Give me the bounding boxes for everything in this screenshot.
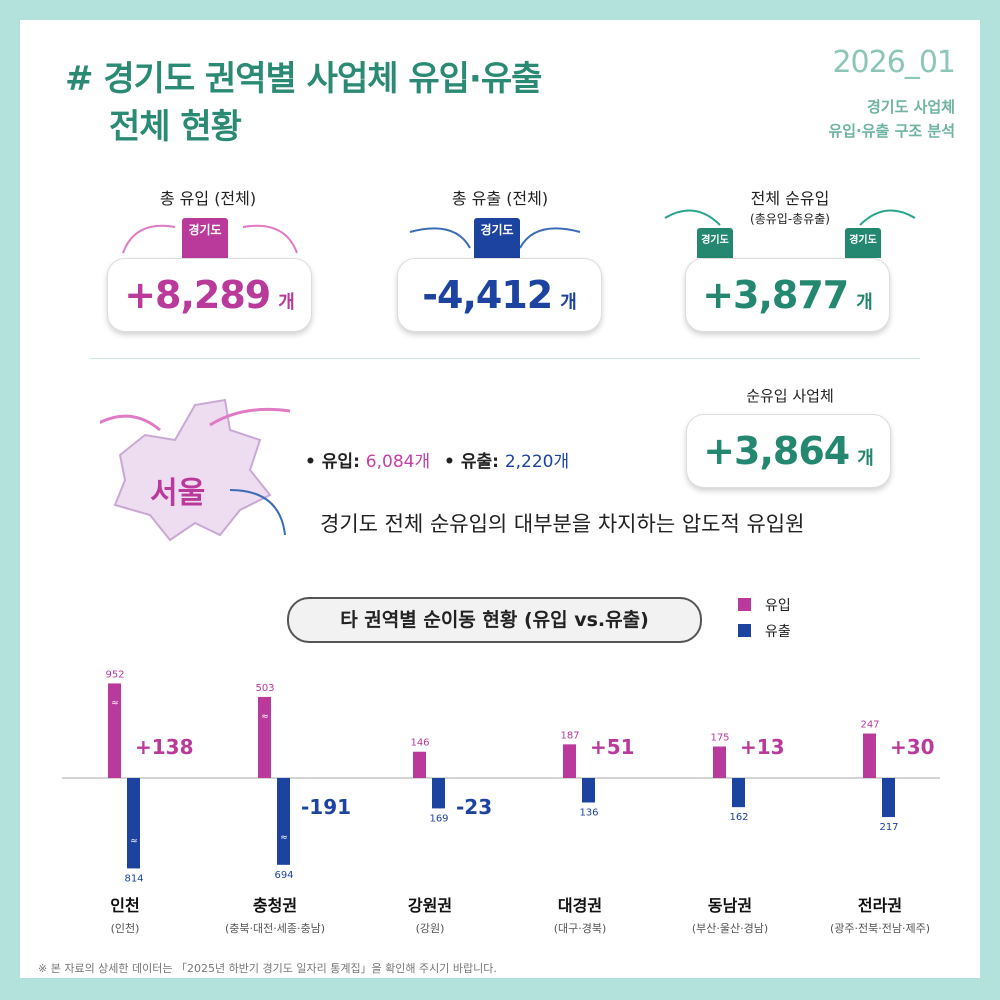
seoul-map-icon	[100, 398, 290, 542]
chart-title: 타 권역별 순이동 현황 (유입 vs.유출)	[287, 597, 702, 643]
region-detail: (광주·전북·전남·제주)	[829, 922, 931, 935]
kpi-outflow-box: -4,412 개	[397, 258, 602, 332]
kpi-inflow-label: 총 유입 (전체)	[159, 189, 257, 208]
legend-label: 유입	[765, 598, 791, 614]
kpi-net-box: +3,877 개	[685, 258, 890, 332]
region-name: 강원권	[407, 896, 453, 915]
region-detail: (충북·대전·세종·충남)	[224, 922, 326, 935]
kpi-net-sublabel: (총유입-총유출)	[750, 212, 830, 226]
region-detail: (강원)	[415, 922, 445, 935]
kpi-net-value: +3,877	[702, 273, 849, 317]
outflow-label: • 유출:	[444, 452, 499, 472]
kpi-unit: 개	[857, 448, 874, 469]
legend-inflow: 유입	[738, 593, 791, 619]
seoul-description: 경기도 전체 순유입의 대부분을 차지하는 압도적 유입원	[320, 512, 805, 536]
legend-label: 유출	[765, 624, 791, 640]
category-label: 충청권 (충북·대전·세종·충남)	[195, 892, 355, 936]
kpi-net-label: 전체 순유입	[750, 189, 830, 208]
seoul-flows: • 유입: 6,084개 • 유출: 2,220개	[305, 447, 569, 472]
seoul-label: 서울	[150, 476, 206, 511]
gyeonggi-building-icon: 경기도	[845, 228, 881, 258]
gyeonggi-building-icon: 경기도	[182, 218, 228, 260]
kpi-outflow-value: -4,412	[422, 273, 553, 317]
category-label: 대경권 (대구·경북)	[500, 892, 660, 936]
seoul-net-box: +3,864 개	[686, 414, 891, 488]
legend: 유입 유출	[738, 593, 791, 645]
region-name: 전라권	[857, 896, 903, 915]
kpi-unit: 개	[856, 292, 873, 313]
kpi-inflow-box: +8,289 개	[107, 258, 312, 332]
inflow-value: 6,084개	[365, 452, 431, 472]
inflow-label: • 유입:	[305, 452, 360, 472]
seoul-net-label: 순유입 사업체	[746, 387, 834, 405]
legend-swatch	[738, 598, 751, 611]
gyeonggi-building-icon: 경기도	[474, 218, 520, 260]
date-label: 2026_01	[832, 45, 956, 80]
legend-swatch	[738, 624, 751, 637]
subtitle-line-2: 유입·유출 구조 분석	[828, 122, 955, 140]
kpi-outflow-label: 총 유출 (전체)	[451, 189, 549, 208]
region-detail: (대구·경북)	[553, 922, 607, 935]
region-name: 대경권	[557, 896, 603, 915]
category-label: 동남권 (부산·울산·경남)	[650, 892, 810, 936]
net-arrows-icon	[664, 209, 916, 226]
title-line-2: 전체 현황	[109, 107, 242, 147]
kpi-unit: 개	[560, 292, 577, 313]
region-name: 인천	[110, 896, 140, 915]
outflow-arrows-icon	[409, 227, 581, 249]
category-label: 전라권 (광주·전북·전남·제주)	[800, 892, 960, 936]
inflow-arrows-icon	[122, 224, 298, 254]
gyeonggi-building-icon: 경기도	[697, 228, 733, 258]
legend-outflow: 유출	[738, 619, 791, 645]
divider	[90, 358, 920, 359]
category-label: 강원권 (강원)	[350, 892, 510, 936]
region-name: 충청권	[252, 896, 298, 915]
seoul-net-value: +3,864	[703, 429, 850, 473]
region-detail: (인천)	[110, 922, 140, 935]
kpi-inflow-value: +8,289	[124, 273, 271, 317]
region-name: 동남권	[707, 896, 753, 915]
title-line-1: # 경기도 권역별 사업체 유입·유출	[65, 59, 542, 99]
category-label: 인천 (인천)	[45, 892, 205, 936]
footer-note: ※ 본 자료의 상세한 데이터는 「2025년 하반기 경기도 일자리 통계집」…	[38, 962, 497, 975]
kpi-unit: 개	[278, 292, 295, 313]
outflow-value: 2,220개	[504, 452, 570, 472]
region-detail: (부산·울산·경남)	[691, 922, 769, 935]
subtitle-line-1: 경기도 사업체	[866, 98, 955, 116]
